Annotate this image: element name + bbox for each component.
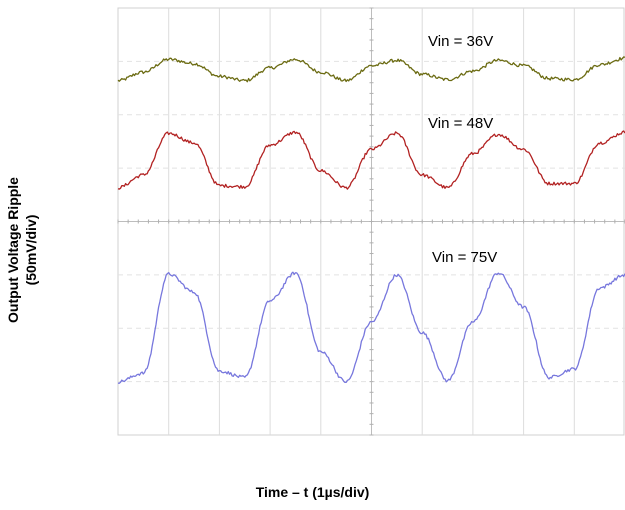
y-axis-label-line1: Output Voltage Ripple [5,177,21,323]
series-label-1: Vin = 36V [428,33,493,50]
series-label-3: Vin = 75V [432,249,497,266]
series-line-2 [117,130,625,190]
x-axis-label: Time – t (1µs/div) [255,484,370,500]
series-label-2: Vin = 48V [428,115,493,132]
series-line-1 [117,56,625,83]
series-line-3 [117,271,625,384]
y-axis-label-line2: (50mV/div) [23,214,39,286]
